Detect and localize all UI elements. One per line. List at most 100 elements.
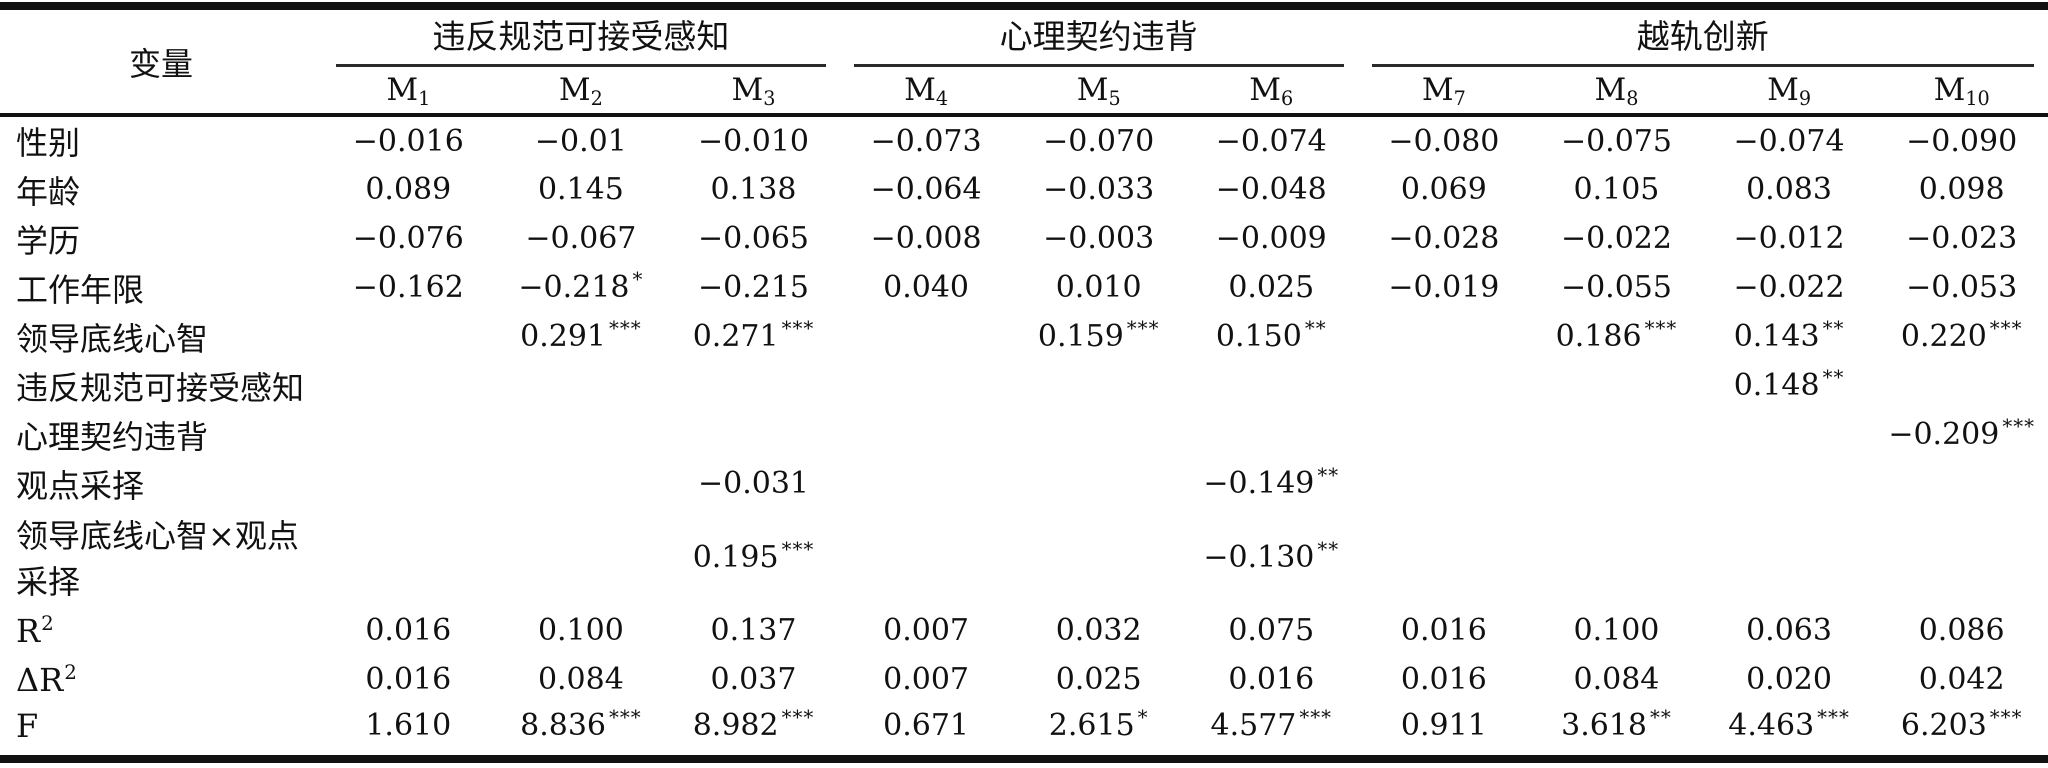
coefficient-value: 0.100 [1573,613,1660,648]
coefficient-value: 0.086 [1918,613,2005,648]
coefficient-value: 0.671 [883,708,970,743]
data-cell: −0.010 [667,115,840,165]
coefficient-value: 0.083 [1746,172,1832,207]
data-cell: 0.143 ** [1703,312,1876,361]
row-label: 领导底线心智 [0,312,322,361]
coefficient-value: −0.149 [1203,466,1315,501]
significance-stars: ** [1822,366,1845,390]
data-cell: 0.150 ** [1185,312,1358,361]
data-cell: −0.070 [1012,115,1185,165]
coefficient-value: 0.145 [537,172,624,207]
data-cell: −0.016 [322,115,495,165]
row-label-superscript: 2 [41,611,54,635]
regression-table: 变量 违反规范可接受感知 心理契约违背 越轨创新 M1 M2 M3 M4 M5 M6 M7 M8 M9 M… [0,10,2048,753]
model-subscript: 4 [935,87,949,111]
data-cell [495,459,668,508]
coefficient-value: −0.008 [870,221,982,256]
row-label-text: F [16,707,39,745]
coefficient-value: −0.130 [1203,539,1315,575]
column-header-M5: M5 [1012,67,1185,117]
coefficient-value: 0.159 [1037,319,1124,354]
data-cell [1358,459,1531,508]
significance-stars: ** [1650,706,1672,730]
significance-stars: *** [1126,317,1160,341]
row-label: 心理契约违背 [0,410,322,459]
data-cell [322,459,495,508]
coefficient-value: −0.022 [1560,221,1672,256]
coefficient-value: 1.610 [365,708,452,743]
group-header-1: 违反规范可接受感知 [322,10,840,67]
coefficient-value: 0.186 [1555,319,1642,354]
model-subscript: 7 [1453,87,1466,111]
coefficient-value: −0.009 [1215,221,1327,256]
coefficient-value: 4.577 [1210,708,1297,743]
data-cell: −0.01 [495,115,668,165]
model-label: M [1933,72,1966,108]
coefficient-value: −0.016 [352,123,464,159]
model-subscript: 8 [1626,87,1639,111]
data-cell [1703,508,1876,606]
data-cell: 0.063 [1703,606,1876,655]
row-label-text: 心理契约违背 [16,417,209,456]
table-row: 学历 −0.076 −0.067 −0.065 −0.008 −0.003 −0.009 −0… [0,214,2048,263]
coefficient-value: 0.084 [1573,662,1660,697]
data-cell: 0.291 *** [495,312,668,361]
data-cell [667,361,840,410]
data-cell: −0.080 [1358,115,1531,165]
data-cell: −0.019 [1358,263,1531,312]
coefficient-value: −0.065 [697,221,809,256]
model-label: M [1594,72,1627,108]
group-title: 越轨创新 [1371,10,2034,67]
data-cell: 0.911 [1358,704,1531,753]
coefficient-value: −0.074 [1733,123,1845,159]
coefficient-value: −0.019 [1388,270,1500,305]
data-cell: −0.073 [840,115,1013,165]
data-cell: −0.033 [1012,165,1185,214]
data-cell: 0.032 [1012,606,1185,655]
data-cell: −0.218 * [495,263,668,312]
data-cell [1530,361,1703,410]
row-label: ΔR2 [0,655,322,704]
row-label: 观点采择 [0,459,322,508]
table-row: 观点采择 −0.031 −0.149 ** [0,459,2048,508]
data-cell: 0.145 [495,165,668,214]
data-cell: 4.577 *** [1185,704,1358,753]
data-cell: −0.048 [1185,165,1358,214]
data-cell [840,312,1013,361]
coefficient-value: −0.067 [525,221,637,256]
coefficient-value: 0.271 [692,319,779,354]
data-cell: 0.069 [1358,165,1531,214]
coefficient-value: 0.137 [710,613,797,648]
table-row: 心理契约违背 −0.209 *** [0,410,2048,459]
coefficient-value: −0.010 [697,123,809,159]
coefficient-value: 0.075 [1228,613,1315,648]
coefficient-value: 0.098 [1918,172,2005,207]
coefficient-value: 4.463 [1728,708,1815,743]
data-cell [495,508,668,606]
data-cell: −0.003 [1012,214,1185,263]
coefficient-value: −0.162 [352,270,464,305]
row-label-text: 领导底线心智 [16,319,209,358]
model-label: M [1249,72,1282,108]
row-label-text: 性别 [16,124,81,162]
data-cell: 0.010 [1012,263,1185,312]
coefficient-value: 8.982 [692,708,779,743]
data-cell: 0.016 [322,606,495,655]
coefficient-value: 0.010 [1055,270,1142,305]
model-subscript: 2 [590,87,603,111]
data-cell: −0.075 [1530,115,1703,165]
data-cell [1185,361,1358,410]
row-label: 性别 [0,115,322,165]
data-cell: −0.076 [322,214,495,263]
data-cell [322,361,495,410]
coefficient-value: −0.01 [534,123,627,159]
data-cell: 0.186 *** [1530,312,1703,361]
significance-stars: * [1137,706,1149,730]
data-cell: 0.084 [495,655,668,704]
coefficient-value: 0.291 [520,319,606,354]
data-cell [840,410,1013,459]
data-cell [1530,459,1703,508]
data-cell [1185,410,1358,459]
group-header-3: 越轨创新 [1358,10,2048,67]
